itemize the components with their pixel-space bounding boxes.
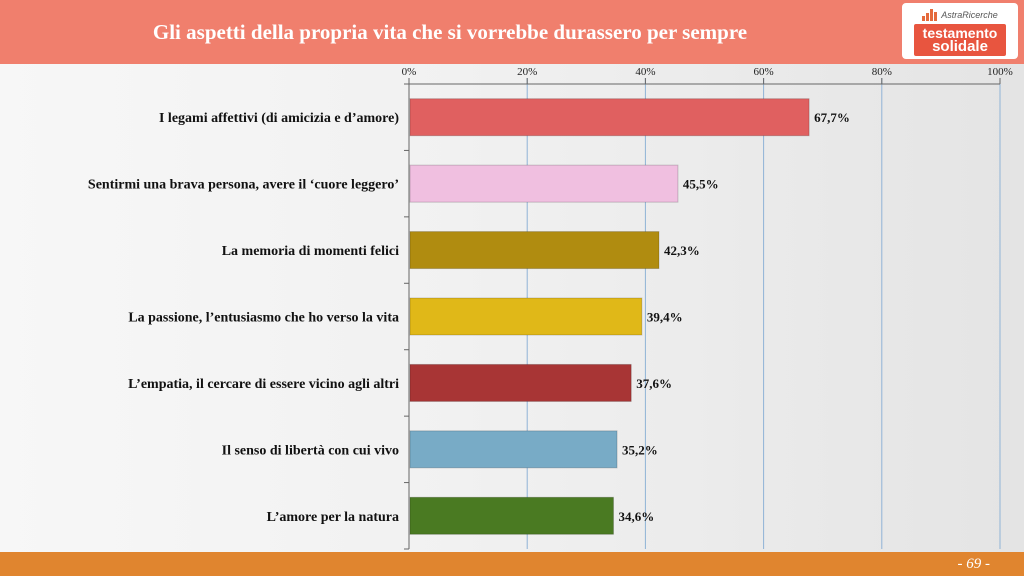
bar — [409, 496, 614, 535]
bar — [409, 164, 679, 203]
footer-bar: - 69 - — [0, 552, 1024, 576]
brand-logo: AstraRicerche testamento solidale — [902, 3, 1018, 59]
x-tick-label: 60% — [754, 66, 774, 78]
page-number: - 69 - — [957, 556, 991, 572]
bar — [409, 297, 643, 336]
value-label: 34,6% — [618, 509, 654, 524]
value-label: 45,5% — [683, 177, 719, 192]
logo-brand-text: AstraRicerche — [941, 10, 998, 20]
bar-chart: 0% 20% 40% 60% 80% 100% I legami affettivi (di… — [88, 66, 1013, 550]
category-label: La passione, l’entusiasmo che ho verso l… — [128, 311, 399, 326]
x-tick-label: 100% — [987, 66, 1013, 78]
logo-badge: testamento solidale — [914, 24, 1006, 56]
bar — [409, 430, 618, 469]
category-label: Il senso di libertà con cui vivo — [222, 443, 399, 458]
x-tick-label: 0% — [402, 66, 417, 78]
header-bar: Gli aspetti della propria vita che si vo… — [0, 0, 1024, 64]
value-label: 42,3% — [664, 243, 700, 258]
logo-line-2: solidale — [932, 38, 988, 55]
value-label: 39,4% — [647, 310, 683, 325]
category-label: I legami affettivi (di amicizia e d’amor… — [159, 111, 399, 126]
category-label: L’empatia, il cercare di essere vicino a… — [128, 377, 399, 392]
value-label: 67,7% — [814, 110, 850, 125]
value-label: 37,6% — [636, 376, 672, 391]
x-tick-label: 40% — [635, 66, 655, 78]
bar — [409, 363, 632, 402]
logo-bars-icon — [922, 9, 938, 21]
bar — [409, 231, 660, 270]
logo-line-1: testamento — [922, 25, 998, 41]
x-tick-label: 80% — [872, 66, 892, 78]
chart-title: Gli aspetti della propria vita che si vo… — [152, 19, 748, 44]
category-label: Sentirmi una brava persona, avere il ‘cu… — [88, 178, 399, 193]
logo-top-row: AstraRicerche — [902, 7, 1018, 23]
category-label: La memoria di momenti felici — [222, 244, 399, 259]
x-tick-label: 20% — [517, 66, 537, 78]
category-label: L’amore per la natura — [267, 510, 399, 525]
bar — [409, 98, 810, 137]
value-label: 35,2% — [622, 442, 658, 457]
